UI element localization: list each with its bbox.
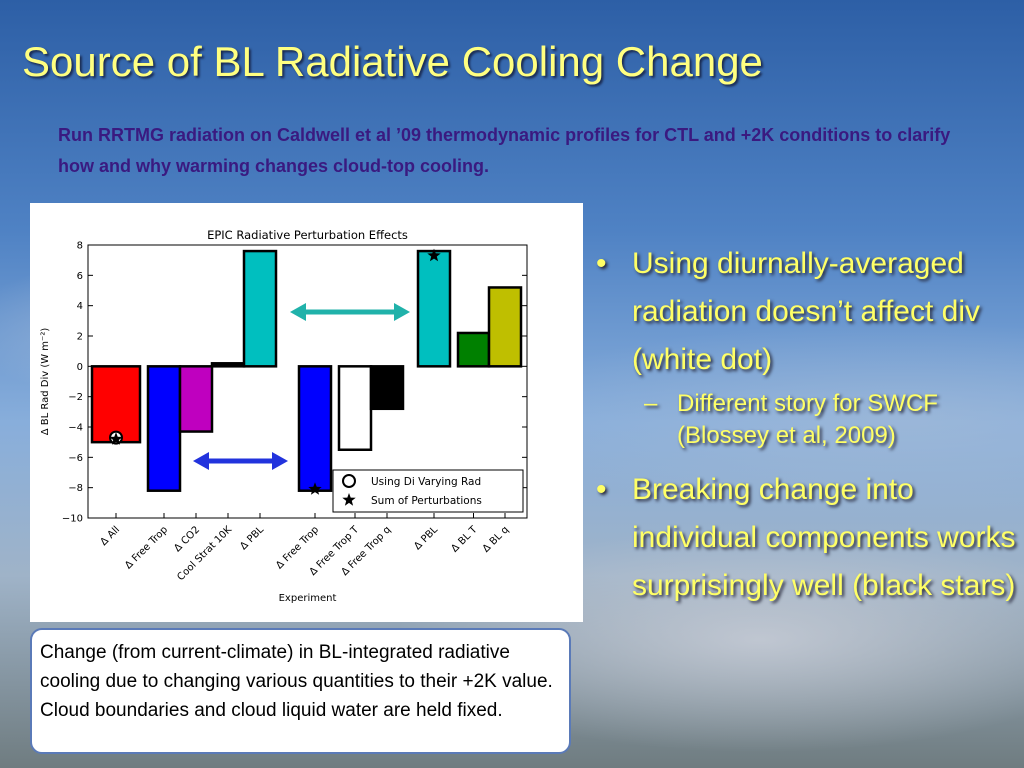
bar (297, 365, 333, 492)
y-tick-label: 6 (77, 271, 83, 282)
marker-circle (342, 474, 356, 488)
bar (456, 331, 491, 368)
marker-star (427, 248, 441, 262)
legend-label: Sum of Perturbations (371, 495, 482, 507)
bar (178, 365, 214, 433)
bullet-list: Using diurnally-averaged radiation doesn… (592, 240, 1017, 614)
y-tick-label: 8 (77, 241, 83, 252)
bullet: Breaking change into individual componen… (592, 466, 1017, 610)
plot-frame (87, 244, 528, 519)
bar (337, 365, 373, 451)
marker-star (342, 493, 356, 506)
x-tick-label: Δ PBL (238, 524, 266, 552)
y-tick-label: 4 (77, 301, 83, 312)
x-axis-label: Experiment (279, 593, 337, 604)
bar (369, 365, 405, 411)
arrow-head (290, 303, 306, 321)
y-tick-label: −8 (68, 483, 83, 494)
marker-star (109, 432, 123, 445)
y-tick-label: 0 (77, 362, 83, 373)
y-tick-label: −4 (68, 423, 83, 434)
arrow-head (272, 452, 288, 470)
x-tick-label: Δ BL T (449, 524, 480, 555)
marker-star (308, 482, 322, 495)
y-axis-label: Δ BL Rad Div (W m⁻²) (40, 328, 51, 436)
x-tick-label: Δ CO2 (172, 524, 202, 554)
caption: Change (from current-climate) in BL-inte… (30, 628, 571, 754)
x-tick-label: Δ BL q (481, 524, 511, 554)
bullet: Using diurnally-averaged radiation doesn… (592, 240, 1017, 384)
subtitle: Run RRTMG radiation on Caldwell et al ’0… (58, 125, 951, 176)
y-tick-label: −10 (62, 514, 83, 525)
bar (487, 286, 523, 368)
y-tick-label: −2 (68, 392, 83, 403)
x-tick-label: Cool Strat 10K (175, 524, 234, 583)
chart-title: EPIC Radiative Perturbation Effects (207, 228, 408, 242)
legend-box (332, 469, 524, 513)
bar (416, 249, 452, 368)
x-tick-label: Δ All (98, 524, 122, 548)
y-tick-label: 2 (77, 332, 83, 343)
x-tick-label: Δ PBL (412, 524, 440, 552)
bar (210, 362, 246, 368)
arrow-head (394, 303, 410, 321)
chart: EPIC Radiative Perturbation Effects Exper… (30, 203, 583, 622)
legend-label: Using Di Varying Rad (371, 476, 481, 488)
x-tick-label: Δ Free Trop (123, 524, 170, 571)
bar (242, 249, 278, 368)
arrow-head (193, 452, 209, 470)
sub-bullet: Different story for SWCF (Blossey et al,… (592, 388, 1017, 452)
slide-title: Source of BL Radiative Cooling Change (22, 38, 763, 85)
bar (146, 365, 182, 492)
y-tick-label: −6 (68, 453, 83, 464)
